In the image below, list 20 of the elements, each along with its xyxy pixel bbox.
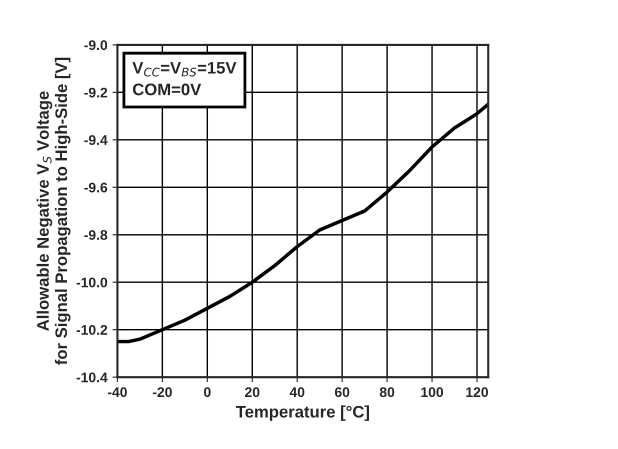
y-tick-label: -9.6 [84, 182, 108, 192]
x-tick-label: -20 [152, 387, 172, 398]
y-tick-label: -9.4 [84, 135, 108, 145]
x-tick-label: -40 [108, 387, 127, 398]
y-tick-label: -10.0 [76, 278, 108, 288]
x-tick-label: 100 [421, 387, 444, 398]
x-tick-label: 40 [290, 387, 304, 398]
x-tick-label: 0 [204, 387, 211, 398]
y-tick-label: -9.8 [84, 230, 108, 240]
x-tick-label: 120 [466, 387, 488, 398]
x-tick-label: 60 [334, 387, 350, 398]
x-tick-label: 20 [245, 387, 260, 398]
x-tick-label: 80 [380, 387, 394, 398]
y-tick-label: -10.2 [76, 325, 108, 335]
y-tick-label: -10.4 [76, 372, 108, 382]
y-tick-label: -9.2 [84, 88, 108, 98]
y-tick-label: -9.0 [84, 40, 108, 50]
x-axis-title: Temperature [°C] [236, 405, 369, 421]
y-axis-title: Allowable Negative V$_{S}$ Voltage for Signal Propagation to High-Side [V] [36, 58, 70, 365]
annotation: V$_{CC}$=V$_{BS}$=15V COM=0V [132, 62, 236, 96]
